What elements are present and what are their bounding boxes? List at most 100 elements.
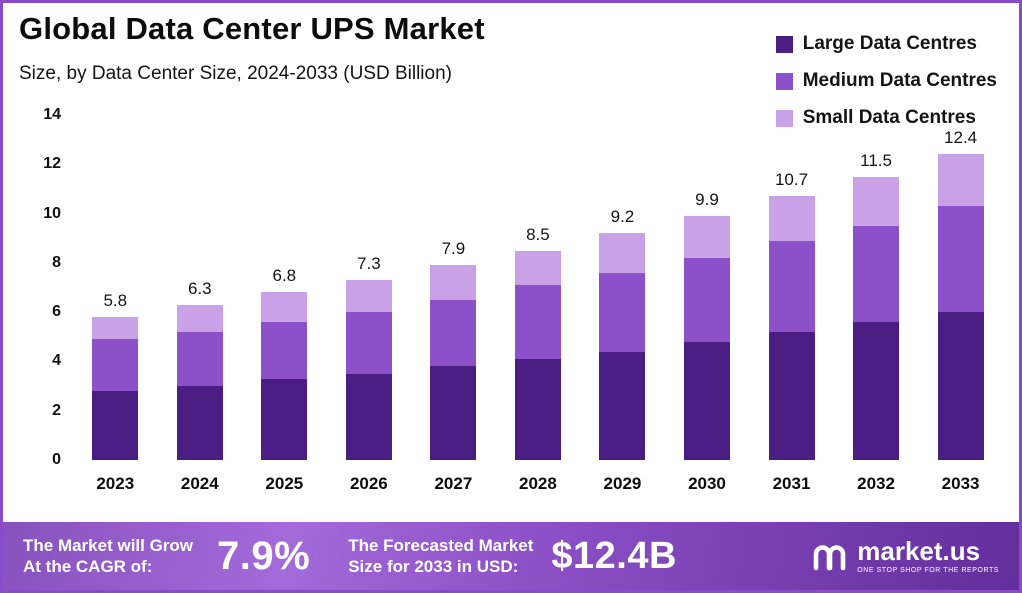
bar-total-label: 7.9: [441, 239, 466, 259]
bar-segment-small-data-centres: [768, 196, 815, 241]
bar-group-2032: 11.5 2032: [847, 115, 905, 493]
bar-segment-small-data-centres: [261, 292, 308, 323]
x-axis-label: 2028: [519, 474, 557, 493]
stacked-bar: [430, 265, 477, 460]
page-title: Global Data Center UPS Market: [19, 11, 485, 46]
legend-item: Medium Data Centres: [775, 70, 997, 92]
stacked-bar: [345, 280, 392, 460]
x-axis-label: 2029: [603, 474, 642, 493]
bars: 5.8 2023 6.3 2024 6.8 2025 7.3 2026 7.9 2027 8.5 20…: [73, 115, 1003, 493]
bar-segment-large-data-centres: [937, 312, 984, 460]
bar-segment-large-data-centres: [514, 358, 561, 460]
stacked-bar: [176, 304, 223, 460]
bar-group-2026: 7.3 2026: [340, 115, 398, 493]
y-axis-label: 6: [52, 303, 61, 321]
x-axis-label: 2024: [180, 474, 219, 493]
stacked-bar: [768, 196, 815, 460]
bar-group-2023: 5.8 2023: [86, 115, 144, 493]
bar-total-label: 11.5: [860, 150, 892, 170]
x-axis-label: 2032: [857, 474, 895, 493]
legend-swatch: [775, 109, 793, 127]
bar-segment-medium-data-centres: [261, 322, 308, 379]
bar-total-label: 6.8: [272, 266, 297, 286]
bar-segment-medium-data-centres: [514, 285, 561, 359]
bar-segment-large-data-centres: [853, 322, 900, 460]
legend-label: Large Data Centres: [802, 33, 977, 54]
x-axis-label: 2025: [265, 474, 304, 493]
bar-segment-large-data-centres: [92, 391, 139, 460]
brand-tagline: ONE STOP SHOP FOR THE REPORTS: [857, 567, 999, 574]
x-axis-label: 2030: [688, 474, 726, 493]
bar-segment-medium-data-centres: [853, 225, 900, 322]
bar-segment-small-data-centres: [937, 154, 984, 207]
legend-item: Small Data Centres: [775, 107, 997, 129]
bar-group-2029: 9.2 2029: [593, 115, 651, 493]
y-axis-label: 10: [43, 204, 61, 222]
bar-segment-large-data-centres: [345, 373, 392, 460]
stacked-bar: [937, 154, 984, 460]
bar-segment-small-data-centres: [92, 317, 139, 340]
bar-group-2028: 8.5 2028: [509, 115, 567, 493]
bar-segment-large-data-centres: [176, 386, 223, 460]
bar-segment-small-data-centres: [853, 176, 900, 226]
bar-segment-small-data-centres: [683, 216, 730, 258]
bar-total-label: 5.8: [103, 291, 128, 311]
x-axis-label: 2027: [434, 474, 473, 493]
bar-segment-large-data-centres: [599, 351, 646, 460]
brand-text: market.us ONE STOP SHOP FOR THE REPORTS: [857, 538, 999, 574]
legend-item: Large Data Centres: [775, 33, 997, 55]
legend: Large Data Centres Medium Data Centres Sma…: [775, 33, 997, 129]
y-axis-label: 12: [43, 155, 61, 173]
bar-group-2030: 9.9 2030: [678, 115, 736, 493]
bar-segment-medium-data-centres: [92, 339, 139, 391]
stacked-bar: [92, 317, 139, 460]
brand-name: market.us: [857, 536, 981, 566]
legend-label: Small Data Centres: [802, 107, 976, 128]
bar-segment-medium-data-centres: [599, 272, 646, 352]
x-axis-label: 2023: [96, 474, 135, 493]
y-axis-label: 4: [52, 352, 61, 370]
bar-total-label: 9.9: [695, 190, 719, 210]
marketus-logo-icon: [813, 545, 846, 571]
bar-total-label: 6.3: [187, 278, 212, 298]
bar-total-label: 8.5: [526, 224, 550, 244]
bar-total-label: 7.3: [357, 254, 381, 274]
cagr-label-line2: At the CAGR of:: [23, 557, 153, 576]
stacked-bar: [853, 176, 900, 460]
bar-segment-large-data-centres: [683, 341, 730, 460]
legend-swatch: [775, 72, 793, 90]
forecast-label-line1: The Forecasted Market: [348, 535, 534, 555]
bar-group-2027: 7.9 2027: [424, 115, 482, 493]
legend-swatch: [775, 35, 793, 53]
y-axis: 0 2 4 6 8 10 12 14: [25, 106, 67, 468]
bar-segment-small-data-centres: [176, 304, 223, 332]
bar-total-label: 9.2: [610, 207, 635, 227]
bar-group-2024: 6.3 2024: [171, 115, 229, 493]
bar-segment-small-data-centres: [514, 250, 561, 286]
bar-segment-medium-data-centres: [937, 206, 984, 313]
bar-segment-small-data-centres: [599, 233, 646, 273]
bar-segment-large-data-centres: [261, 378, 308, 460]
cagr-value: 7.9%: [217, 533, 311, 578]
legend-label: Medium Data Centres: [802, 70, 997, 91]
stacked-bar: [514, 250, 561, 460]
y-axis-label: 14: [43, 106, 61, 123]
stacked-bar: [261, 292, 308, 460]
forecast-label: The Forecasted Market Size for 2033 in U…: [348, 535, 533, 578]
forecast-label-line2: Size for 2033 in USD:: [348, 557, 519, 576]
x-axis-label: 2026: [349, 474, 388, 493]
bar-group-2025: 6.8 2025: [255, 115, 313, 493]
bar-segment-medium-data-centres: [430, 299, 477, 367]
brand: market.us ONE STOP SHOP FOR THE REPORTS: [812, 538, 999, 574]
bar-segment-medium-data-centres: [768, 240, 815, 332]
stacked-bar: [683, 216, 730, 460]
page-subtitle: Size, by Data Center Size, 2024-2033 (US…: [19, 63, 452, 84]
bar-segment-large-data-centres: [768, 331, 815, 460]
chart: 0 2 4 6 8 10 12 14 5.8 2023 6.3 2024 6.8 2025 7.3 2026…: [25, 106, 1003, 493]
bar-total-label: 10.7: [774, 170, 809, 190]
cagr-label-line1: The Market will Grow: [23, 535, 194, 555]
bar-segment-medium-data-centres: [176, 331, 223, 387]
bar-segment-medium-data-centres: [683, 257, 730, 342]
cagr-label: The Market will Grow At the CAGR of:: [23, 535, 193, 578]
